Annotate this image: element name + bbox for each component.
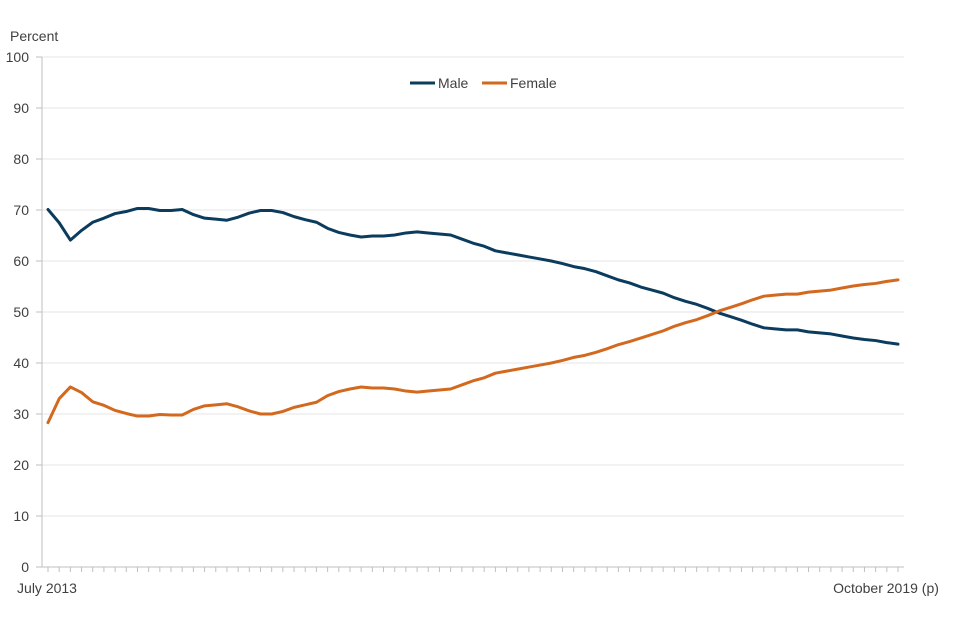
- series-line-male: [46, 206, 900, 346]
- legend-item-male: Male: [410, 75, 469, 91]
- y-axis-title: Percent: [10, 28, 58, 44]
- x-axis-ticks: [47, 567, 899, 572]
- y-tick-label: 50: [13, 304, 29, 320]
- series-lines: [46, 206, 900, 425]
- y-tick-label: 100: [6, 49, 30, 65]
- x-axis-start-label: July 2013: [17, 580, 77, 596]
- y-tick-label: 40: [13, 355, 29, 371]
- legend: Male Female: [410, 75, 557, 91]
- y-tick-label: 30: [13, 406, 29, 422]
- y-tick-label: 90: [13, 100, 29, 116]
- y-tick-label: 0: [21, 559, 29, 575]
- series-line-female: [46, 278, 900, 425]
- legend-label-male: Male: [438, 75, 469, 91]
- grid-lines: [42, 56, 904, 517]
- y-tick-label: 10: [13, 508, 29, 524]
- y-tick-label: 60: [13, 253, 29, 269]
- legend-label-female: Female: [510, 75, 557, 91]
- y-tick-label: 70: [13, 202, 29, 218]
- y-tick-label: 20: [13, 457, 29, 473]
- legend-item-female: Female: [482, 75, 557, 91]
- y-tick-label: 80: [13, 151, 29, 167]
- x-axis-end-label: October 2019 (p): [833, 580, 939, 596]
- y-axis-ticks: 0 10 20 30 40 50 60 70 80 90 100: [6, 49, 42, 575]
